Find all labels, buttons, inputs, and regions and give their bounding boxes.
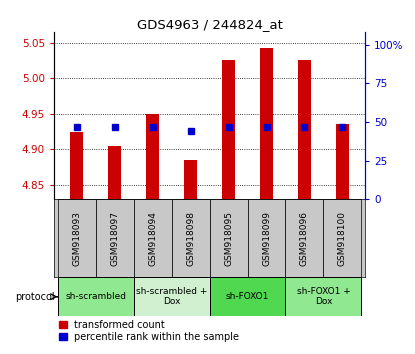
Bar	[336, 124, 349, 199]
Text: GSM918099: GSM918099	[262, 211, 271, 266]
Bar	[260, 47, 273, 199]
Text: sh-scrambled +
Dox: sh-scrambled + Dox	[136, 287, 208, 307]
Bar	[134, 277, 210, 316]
Text: GSM918100: GSM918100	[338, 211, 347, 266]
Bar	[184, 160, 197, 199]
Bar	[146, 114, 159, 199]
Bar	[210, 199, 247, 277]
Bar	[172, 199, 210, 277]
Text: GSM918094: GSM918094	[148, 211, 157, 266]
Text: GSM918097: GSM918097	[110, 211, 119, 266]
Bar	[323, 199, 361, 277]
Text: GSM918093: GSM918093	[72, 211, 81, 266]
Bar	[210, 277, 286, 316]
Bar	[96, 199, 134, 277]
Text: sh-FOXO1: sh-FOXO1	[226, 292, 269, 301]
Legend: transformed count, percentile rank within the sample: transformed count, percentile rank withi…	[59, 320, 239, 342]
Bar	[70, 132, 83, 199]
Bar	[286, 199, 323, 277]
Bar	[58, 277, 134, 316]
Bar	[58, 199, 96, 277]
Bar	[298, 60, 311, 199]
Bar	[108, 146, 121, 199]
Bar	[134, 199, 172, 277]
Text: protocol: protocol	[15, 292, 54, 302]
Text: GSM918098: GSM918098	[186, 211, 195, 266]
Text: GSM918096: GSM918096	[300, 211, 309, 266]
Bar	[286, 277, 361, 316]
Bar	[247, 199, 286, 277]
Text: sh-FOXO1 +
Dox: sh-FOXO1 + Dox	[297, 287, 350, 307]
Text: sh-scrambled: sh-scrambled	[65, 292, 126, 301]
Bar	[222, 60, 235, 199]
Title: GDS4963 / 244824_at: GDS4963 / 244824_at	[137, 18, 283, 31]
Text: GSM918095: GSM918095	[224, 211, 233, 266]
